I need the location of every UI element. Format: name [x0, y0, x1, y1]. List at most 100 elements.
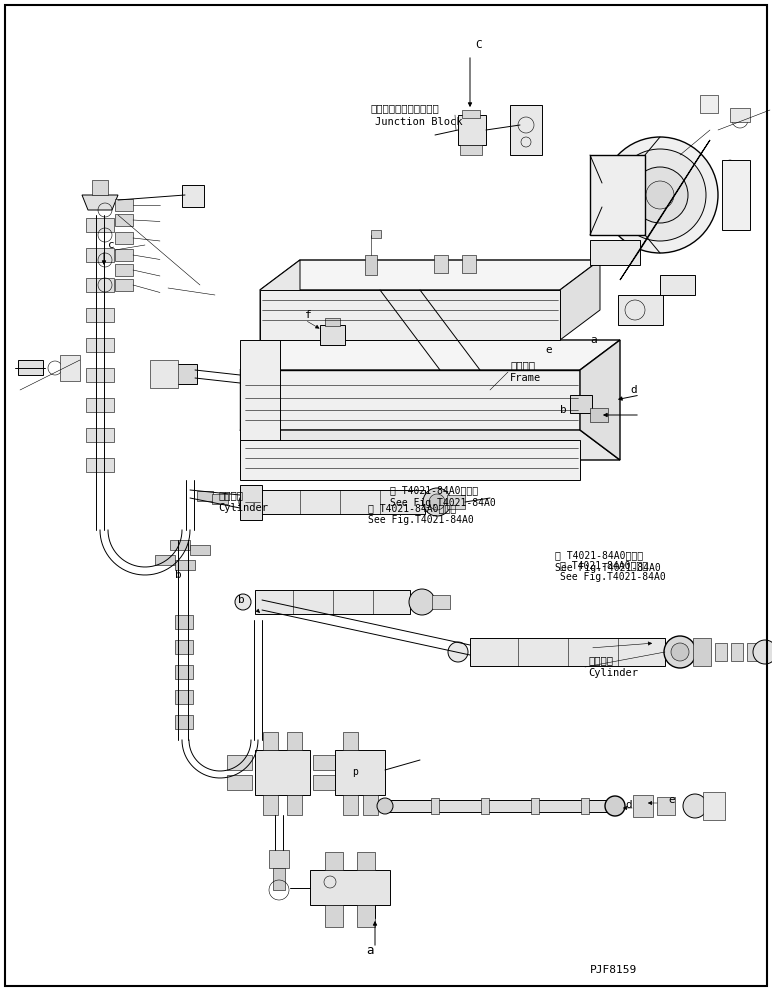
Bar: [462, 255, 476, 273]
Bar: [313, 775, 338, 790]
Bar: [287, 732, 302, 750]
Bar: [431, 798, 439, 814]
Bar: [325, 905, 343, 927]
Circle shape: [423, 488, 451, 516]
Bar: [618, 295, 663, 325]
Text: Frame: Frame: [510, 373, 541, 383]
Circle shape: [646, 181, 674, 209]
Text: Junction Block: Junction Block: [375, 117, 462, 127]
Polygon shape: [560, 260, 600, 340]
Text: See Fig.T4021-84A0: See Fig.T4021-84A0: [560, 572, 665, 582]
Bar: [150, 360, 178, 388]
Bar: [481, 798, 489, 814]
Circle shape: [239, 493, 257, 511]
Bar: [18, 360, 43, 375]
Bar: [458, 115, 486, 145]
Circle shape: [632, 167, 688, 223]
Bar: [747, 643, 759, 661]
Bar: [447, 495, 465, 509]
Polygon shape: [260, 260, 600, 290]
Bar: [325, 318, 340, 326]
Bar: [255, 750, 310, 795]
Text: p: p: [352, 767, 358, 777]
Bar: [357, 905, 375, 927]
Text: c: c: [108, 240, 115, 250]
Bar: [86, 428, 114, 442]
Bar: [86, 458, 114, 472]
Bar: [240, 485, 262, 520]
Text: シリンダ: シリンダ: [218, 490, 243, 500]
Bar: [86, 278, 114, 292]
Bar: [269, 850, 289, 868]
Circle shape: [235, 594, 251, 610]
Polygon shape: [82, 195, 118, 210]
Bar: [115, 232, 133, 244]
Bar: [570, 395, 592, 413]
Bar: [703, 792, 725, 820]
Bar: [190, 545, 210, 555]
Bar: [715, 643, 727, 661]
Bar: [175, 690, 193, 704]
Bar: [343, 795, 358, 815]
Bar: [115, 264, 133, 276]
Bar: [657, 797, 675, 815]
Bar: [86, 398, 114, 412]
Bar: [86, 368, 114, 382]
Polygon shape: [240, 430, 620, 460]
Bar: [531, 798, 539, 814]
Bar: [581, 798, 589, 814]
Bar: [92, 180, 108, 195]
Text: e: e: [545, 345, 552, 355]
Bar: [115, 249, 133, 261]
Text: Cylinder: Cylinder: [218, 503, 268, 513]
Bar: [660, 275, 695, 295]
Text: b: b: [560, 405, 567, 415]
Bar: [310, 870, 390, 905]
Polygon shape: [240, 370, 580, 430]
Bar: [335, 750, 385, 795]
Text: シリンダ: シリンダ: [588, 655, 613, 665]
Text: b: b: [175, 570, 181, 580]
Text: See Fig.T4021-84A0: See Fig.T4021-84A0: [390, 498, 496, 508]
Bar: [263, 732, 278, 750]
Bar: [693, 638, 711, 666]
Polygon shape: [260, 260, 300, 340]
Text: C: C: [475, 40, 482, 50]
Bar: [175, 560, 195, 570]
Circle shape: [664, 636, 696, 668]
Bar: [434, 255, 448, 273]
Bar: [287, 795, 302, 815]
Polygon shape: [240, 340, 280, 460]
Polygon shape: [470, 638, 665, 666]
Polygon shape: [260, 490, 425, 514]
Bar: [700, 95, 718, 113]
Bar: [175, 615, 193, 629]
Bar: [273, 868, 285, 890]
Bar: [175, 715, 193, 729]
Bar: [86, 308, 114, 322]
Polygon shape: [580, 340, 620, 460]
Bar: [175, 640, 193, 654]
Bar: [86, 248, 114, 262]
Circle shape: [671, 643, 689, 661]
Text: a: a: [590, 335, 597, 345]
Bar: [590, 408, 608, 422]
Text: フレーム: フレーム: [510, 360, 535, 370]
Bar: [722, 160, 750, 230]
Bar: [86, 338, 114, 352]
Text: 第 T4021-84A0図参照: 第 T4021-84A0図参照: [555, 550, 643, 560]
Polygon shape: [260, 290, 560, 340]
Bar: [462, 110, 480, 118]
Bar: [590, 240, 640, 265]
Text: ジャンクションブロック: ジャンクションブロック: [370, 103, 438, 113]
Bar: [197, 492, 213, 501]
Bar: [175, 364, 197, 384]
Bar: [60, 355, 80, 381]
Polygon shape: [385, 800, 615, 812]
Text: 第 T4021-84A0図参照: 第 T4021-84A0図参照: [390, 485, 478, 495]
Bar: [182, 185, 204, 207]
Text: b: b: [238, 595, 245, 605]
Bar: [325, 852, 343, 870]
Bar: [731, 643, 743, 661]
Bar: [115, 214, 133, 226]
